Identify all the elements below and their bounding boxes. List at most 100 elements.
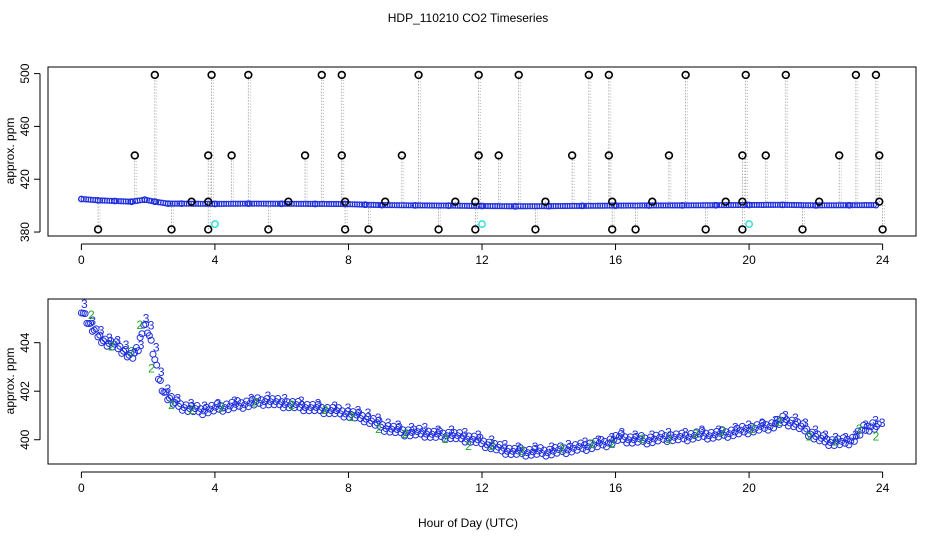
series-3-marker: 3	[138, 338, 145, 352]
baseline-point	[370, 201, 377, 209]
baseline-point	[174, 200, 181, 207]
baseline-point	[237, 200, 244, 207]
y-tick-label: 402	[18, 381, 32, 401]
trace-point	[779, 412, 787, 420]
series-3-marker: 3	[315, 396, 322, 410]
series-3-marker: 3	[502, 438, 509, 452]
spike-point	[337, 151, 346, 160]
baseline-data-point	[779, 201, 786, 209]
cyan-point	[478, 220, 486, 229]
baseline-data-point	[77, 195, 85, 203]
baseline-point	[856, 202, 863, 209]
baseline-point	[533, 203, 541, 210]
baseline-point	[753, 201, 760, 209]
bottom-y-axis: 400 402 404	[18, 332, 41, 450]
baseline-point	[253, 200, 260, 207]
baseline-point	[304, 200, 312, 207]
series-3-marker: 3	[435, 423, 442, 437]
x-tick-label: 4	[212, 481, 219, 495]
baseline-point	[854, 202, 861, 209]
baseline-point	[428, 202, 436, 209]
baseline-point	[220, 200, 228, 207]
baseline-point	[484, 202, 492, 210]
baseline-point	[767, 201, 774, 208]
series-3-marker: 3	[682, 425, 689, 439]
spike-point	[244, 70, 253, 80]
baseline-data-point	[478, 202, 486, 210]
baseline-point	[784, 201, 791, 209]
series-3-marker: 3	[759, 416, 766, 430]
series-2-marker: 2	[108, 340, 115, 354]
baseline-data-point	[141, 196, 149, 204]
baseline-point	[426, 202, 433, 209]
baseline-point	[676, 202, 683, 209]
spike-point	[130, 151, 140, 160]
series-3-marker: 3	[792, 411, 799, 425]
spike-point	[187, 197, 196, 206]
baseline-point	[781, 201, 788, 208]
series-3-marker: 3	[114, 333, 121, 347]
series-3-marker: 3	[248, 392, 255, 406]
series-3-marker: 3	[548, 440, 555, 454]
trace-point	[819, 432, 827, 440]
baseline-data-point	[128, 198, 135, 206]
baseline-point	[627, 202, 634, 209]
trace-point	[112, 338, 120, 346]
series-3-marker: 3	[153, 341, 160, 355]
baseline-point	[543, 203, 550, 210]
trace-point	[355, 408, 363, 416]
baseline-point	[664, 202, 672, 209]
trace-point	[90, 326, 98, 334]
trace-point	[766, 422, 774, 430]
baseline-point	[487, 202, 494, 210]
cyan-point	[210, 220, 219, 229]
baseline-point	[716, 202, 723, 209]
baseline-point	[594, 202, 601, 209]
series-3-marker: 3	[852, 428, 859, 442]
y-tick-label: 420	[18, 169, 32, 189]
trace-point	[156, 376, 164, 384]
spike-point	[494, 151, 503, 160]
baseline-point	[335, 200, 342, 208]
baseline-point	[540, 203, 548, 210]
baseline-data-point	[94, 196, 102, 204]
baseline-point	[669, 202, 676, 209]
trace-point	[801, 427, 809, 435]
baseline-point	[181, 200, 188, 207]
baseline-point	[433, 202, 440, 209]
spike-point	[150, 70, 160, 80]
series-3-marker: 3	[345, 401, 352, 415]
top-data-marks	[77, 70, 887, 234]
series-3-marker: 3	[158, 365, 165, 379]
baseline-point	[865, 202, 873, 209]
spike-point	[761, 151, 770, 160]
series-3-marker: 3	[201, 399, 208, 413]
baseline-point	[695, 202, 702, 209]
baseline-point	[641, 202, 648, 209]
trace-point	[166, 394, 174, 402]
baseline-point	[868, 202, 875, 209]
baseline-point	[260, 200, 267, 207]
baseline-point	[772, 201, 779, 208]
series-2-marker: 2	[833, 434, 840, 448]
baseline-point	[625, 202, 632, 209]
series-3-marker: 3	[143, 311, 150, 325]
baseline-point	[849, 202, 856, 209]
baseline-point	[103, 197, 111, 204]
baseline-point	[491, 203, 499, 210]
baseline-point	[557, 202, 564, 210]
baseline-point	[382, 202, 389, 209]
spike-point	[531, 225, 540, 234]
trace-point	[158, 387, 166, 395]
baseline-point	[648, 202, 655, 209]
baseline-point	[690, 202, 697, 209]
series-3-marker: 3	[715, 423, 722, 437]
baseline-point	[482, 202, 489, 210]
series-3-marker: 3	[842, 430, 849, 444]
baseline-point	[316, 200, 323, 208]
x-tick-label: 16	[609, 481, 623, 495]
spike-point	[474, 70, 483, 80]
baseline-point	[732, 201, 739, 209]
baseline-point	[667, 202, 674, 209]
